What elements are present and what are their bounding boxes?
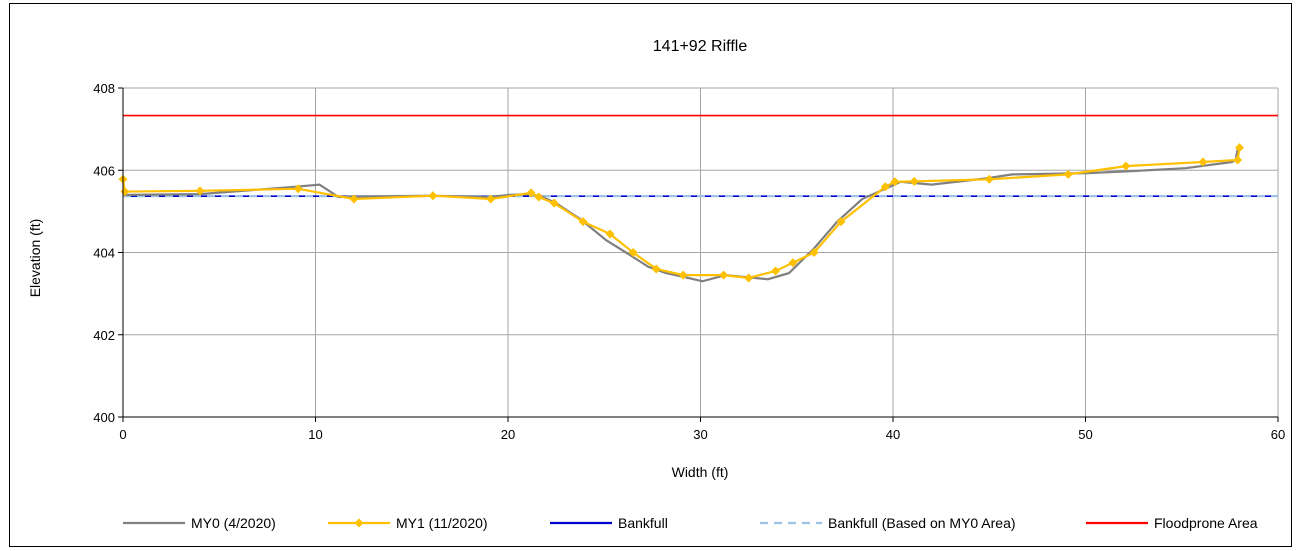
chart: 141+92 Riffle 0 10 20 30 40 50 60 400 402 404 406 4…	[27, 38, 1285, 531]
y-axis-label: Elevation (ft)	[27, 219, 43, 298]
data-point-marker	[526, 188, 536, 198]
x-tick-label: 40	[886, 427, 900, 442]
data-point-marker	[628, 248, 638, 257]
data-point-marker	[349, 194, 359, 204]
x-tick-label: 0	[119, 427, 126, 442]
data-point-marker	[880, 182, 890, 192]
y-tick-label: 406	[93, 163, 115, 178]
chart-title: 141+92 Riffle	[653, 38, 748, 55]
data-point-marker	[771, 266, 781, 276]
series-line-0	[121, 149, 1239, 283]
data-point-marker	[605, 229, 615, 239]
data-point-marker	[486, 194, 496, 204]
data-point-marker	[890, 177, 900, 187]
series-line-1	[121, 147, 1241, 280]
legend-label: Bankfull (Based on MY0 Area)	[828, 515, 1016, 531]
data-point-marker	[744, 273, 754, 283]
legend-marker	[354, 518, 364, 528]
data-point-marker	[549, 198, 559, 208]
data-point-marker	[1121, 161, 1131, 171]
data-point-marker	[909, 176, 919, 186]
y-tick-label: 404	[93, 246, 115, 261]
legend-label: MY1 (11/2020)	[396, 515, 488, 531]
data-point-marker	[1063, 169, 1073, 179]
axes	[118, 87, 1279, 422]
data-point-marker	[719, 270, 729, 280]
series-layer	[118, 114, 1278, 283]
legend: MY0 (4/2020) MY1 (11/2020) Bankfull Bankful…	[123, 515, 1258, 531]
chart-frame: 141+92 Riffle 0 10 20 30 40 50 60 400 402 404 406 4…	[9, 3, 1292, 547]
y-tick-label: 408	[93, 81, 115, 96]
legend-label: Bankfull	[618, 515, 668, 531]
y-tick-label: 400	[93, 410, 115, 425]
data-point-marker	[836, 217, 846, 227]
x-tick-label: 50	[1078, 427, 1092, 442]
legend-label: Floodprone Area	[1154, 515, 1258, 531]
data-point-marker	[1198, 157, 1208, 167]
gridlines	[123, 87, 1279, 417]
x-axis-label: Width (ft)	[672, 464, 729, 480]
data-point-marker	[809, 248, 819, 257]
data-point-marker	[195, 186, 205, 196]
x-tick-label: 30	[693, 427, 707, 442]
data-point-marker	[293, 184, 303, 194]
legend-label: MY0 (4/2020)	[191, 515, 276, 531]
data-point-marker	[678, 270, 688, 280]
data-point-marker	[984, 174, 994, 184]
data-point-marker	[578, 217, 588, 227]
x-tick-label: 20	[501, 427, 515, 442]
x-tick-label: 10	[308, 427, 322, 442]
data-point-marker	[534, 192, 544, 202]
data-point-marker	[428, 191, 438, 201]
data-point-marker	[1233, 155, 1243, 165]
data-point-marker	[651, 264, 661, 274]
tick-labels: 0 10 20 30 40 50 60 400 402 404 406 408	[93, 81, 1285, 442]
y-tick-label: 402	[93, 328, 115, 343]
data-point-marker	[788, 258, 798, 268]
data-point-marker	[1235, 143, 1244, 153]
x-tick-label: 60	[1271, 427, 1285, 442]
